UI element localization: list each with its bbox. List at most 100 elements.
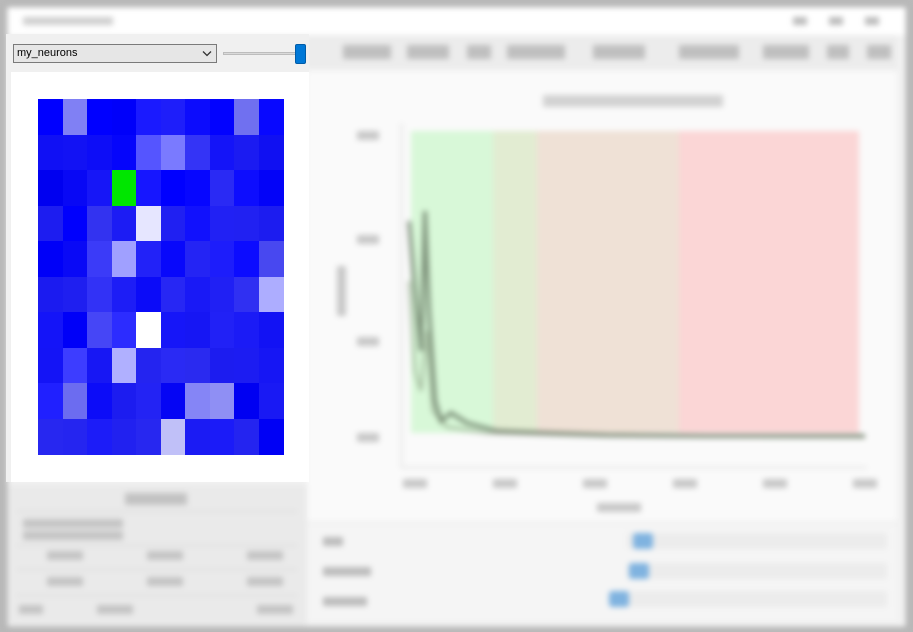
heatmap-cell [136, 383, 161, 419]
background-row-label [323, 567, 371, 576]
background-cell [97, 605, 133, 614]
heatmap-cell [87, 418, 112, 455]
heatmap-cell [258, 383, 284, 419]
background-cell [147, 577, 183, 586]
background-cell [47, 577, 83, 586]
heatmap-cell [185, 170, 210, 206]
heatmap-cell [209, 205, 235, 242]
background-y-tick [357, 235, 379, 244]
background-y-tick [357, 131, 379, 140]
heatmap-cell [209, 418, 235, 455]
heatmap-cell [87, 170, 112, 206]
heatmap-cell [258, 418, 284, 455]
background-region-olive [493, 131, 537, 433]
frame-slider-track[interactable] [223, 52, 303, 55]
background-y-tick [357, 433, 379, 442]
background-tab-bar [307, 35, 897, 69]
heatmap-cell [111, 134, 137, 171]
heatmap-cell [87, 134, 112, 171]
background-x-tick [853, 479, 877, 488]
background-row-handle [629, 563, 649, 579]
heatmap-cell [258, 205, 284, 242]
dataset-select-value: my_neurons [17, 47, 78, 59]
dataset-select[interactable]: my_neurons [13, 44, 217, 63]
background-cell [19, 605, 43, 614]
neuron-heatmap [38, 99, 284, 455]
background-tab [407, 45, 449, 59]
heatmap-cell [111, 312, 137, 348]
background-tab [679, 45, 739, 59]
frame-slider[interactable] [223, 44, 307, 64]
heatmap-cell [62, 205, 88, 242]
heatmap-cell [136, 241, 161, 277]
heatmap-cell [160, 134, 186, 171]
background-x-tick [583, 479, 607, 488]
heatmap-cell [87, 205, 112, 242]
heatmap-cell [234, 170, 259, 206]
heatmap-cell [38, 276, 63, 313]
heatmap-cell [136, 418, 161, 455]
heatmap-cell [38, 205, 63, 242]
background-tab [763, 45, 809, 59]
background-tab [827, 45, 849, 59]
heatmap-cell [136, 99, 161, 135]
heatmap-cell [62, 241, 88, 277]
heatmap-cell [111, 418, 137, 455]
heatmap-cell [185, 134, 210, 171]
background-x-axis [401, 467, 867, 468]
heatmap-cell [136, 134, 161, 171]
heatmap-cell [258, 312, 284, 348]
heatmap-cell [38, 383, 63, 419]
heatmap-cell [185, 418, 210, 455]
background-window [6, 6, 907, 628]
heatmap-cell [38, 241, 63, 277]
heatmap-cell [136, 205, 161, 242]
heatmap-cell [160, 418, 186, 455]
background-titlebar [7, 7, 906, 35]
background-divider [17, 595, 297, 596]
heatmap-cell [62, 170, 88, 206]
heatmap-cell [62, 418, 88, 455]
background-divider [17, 569, 297, 570]
background-x-tick [493, 479, 517, 488]
background-cell [23, 531, 123, 540]
background-region-pink [679, 131, 859, 433]
background-row-handle [609, 591, 629, 607]
heatmap-cell [62, 383, 88, 419]
heatmap-cell [160, 241, 186, 277]
background-tab [507, 45, 565, 59]
heatmap-cell [160, 99, 186, 135]
background-x-tick [403, 479, 427, 488]
heatmap-cell [185, 205, 210, 242]
heatmap-cell [185, 276, 210, 313]
heatmap-cell [258, 170, 284, 206]
background-row-label [323, 597, 367, 606]
background-tab [343, 45, 391, 59]
heatmap-cell [38, 99, 63, 135]
heatmap-cell [87, 347, 112, 384]
heatmap-cell [209, 312, 235, 348]
heatmap-cell [234, 241, 259, 277]
background-y-tick [357, 337, 379, 346]
heatmap-cell [185, 241, 210, 277]
background-y-axis [401, 123, 402, 468]
background-row-track [627, 533, 887, 549]
heatmap-cell [234, 205, 259, 242]
background-plot-area [307, 71, 897, 521]
background-x-tick [763, 479, 787, 488]
background-cell [247, 577, 283, 586]
background-minimize-icon [793, 17, 807, 25]
heatmap-cell [185, 347, 210, 384]
heatmap-cell [87, 312, 112, 348]
heatmap-cell [62, 347, 88, 384]
heatmap-cell [160, 312, 186, 348]
heatmap-cell [209, 170, 235, 206]
background-curve [407, 210, 866, 439]
heatmap-cell [160, 205, 186, 242]
frame-slider-thumb[interactable] [295, 44, 306, 64]
background-maximize-icon [829, 17, 843, 25]
heatmap-cell [62, 276, 88, 313]
heatmap-cell [234, 99, 259, 135]
heatmap-cell [258, 347, 284, 384]
